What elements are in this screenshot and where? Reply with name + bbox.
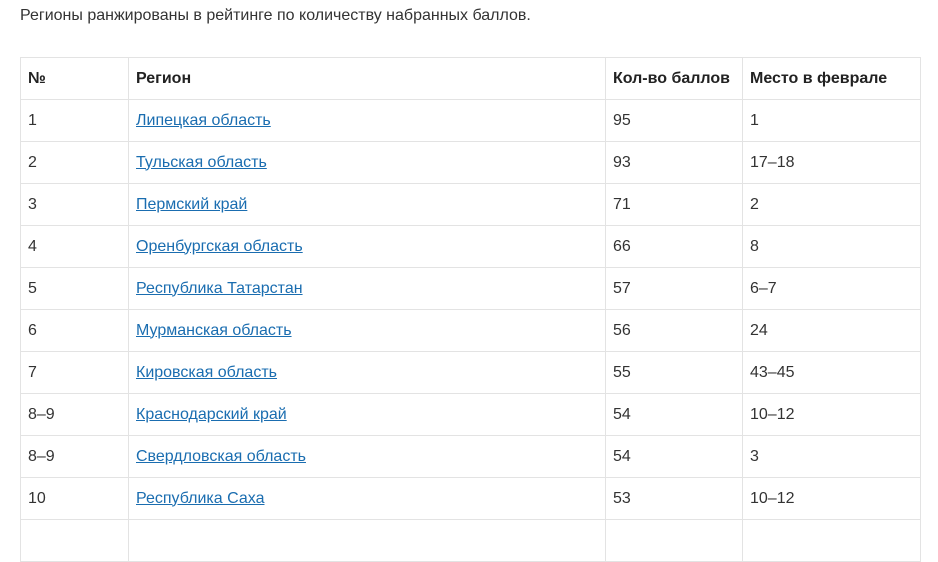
table-row: 8–9 Свердловская область 54 3	[20, 435, 921, 478]
region-link[interactable]: Свердловская область	[136, 447, 306, 465]
cell-num: 1	[20, 99, 129, 142]
cell-region: Пермский край	[128, 183, 606, 226]
header-region: Регион	[128, 57, 606, 100]
cell-place: 6–7	[742, 267, 921, 310]
table-row: 10 Республика Саха 53 10–12	[20, 477, 921, 520]
table-row: 6 Мурманская область 56 24	[20, 309, 921, 352]
region-link[interactable]: Пермский край	[136, 195, 248, 213]
cell-num: 8–9	[20, 435, 129, 478]
table-row: 4 Оренбургская область 66 8	[20, 225, 921, 268]
cell-region: Республика Саха	[128, 477, 606, 520]
table-body: 1 Липецкая область 95 1 2 Тульская облас…	[20, 99, 921, 562]
header-points: Кол-во баллов	[605, 57, 743, 100]
cell-place	[742, 519, 921, 562]
cell-region: Тульская область	[128, 141, 606, 184]
cell-num: 4	[20, 225, 129, 268]
region-link[interactable]: Республика Татарстан	[136, 279, 303, 297]
cell-region: Кировская область	[128, 351, 606, 394]
cell-points: 54	[605, 435, 743, 478]
table-row: 3 Пермский край 71 2	[20, 183, 921, 226]
cell-num: 3	[20, 183, 129, 226]
table-row: 5 Республика Татарстан 57 6–7	[20, 267, 921, 310]
table-row: 8–9 Краснодарский край 54 10–12	[20, 393, 921, 436]
cell-place: 2	[742, 183, 921, 226]
cell-points: 55	[605, 351, 743, 394]
regions-rating-table: № Регион Кол-во баллов Место в феврале 1…	[20, 57, 921, 562]
header-num: №	[20, 57, 129, 100]
intro-text: Регионы ранжированы в рейтинге по количе…	[20, 7, 531, 24]
cell-num	[20, 519, 129, 562]
cell-num: 8–9	[20, 393, 129, 436]
region-link[interactable]: Тульская область	[136, 153, 267, 171]
cell-points: 57	[605, 267, 743, 310]
table-header-row: № Регион Кол-во баллов Место в феврале	[20, 57, 921, 100]
table-row: 1 Липецкая область 95 1	[20, 99, 921, 142]
table-row-partial	[20, 519, 921, 562]
cell-region: Мурманская область	[128, 309, 606, 352]
cell-region: Свердловская область	[128, 435, 606, 478]
table-row: 2 Тульская область 93 17–18	[20, 141, 921, 184]
cell-region: Оренбургская область	[128, 225, 606, 268]
cell-points: 95	[605, 99, 743, 142]
cell-points: 93	[605, 141, 743, 184]
header-place: Место в феврале	[742, 57, 921, 100]
cell-place: 10–12	[742, 393, 921, 436]
cell-place: 3	[742, 435, 921, 478]
cell-region: Краснодарский край	[128, 393, 606, 436]
region-link[interactable]: Липецкая область	[136, 111, 271, 129]
cell-points	[605, 519, 743, 562]
region-link[interactable]: Кировская область	[136, 363, 277, 381]
cell-place: 1	[742, 99, 921, 142]
cell-num: 10	[20, 477, 129, 520]
cell-place: 43–45	[742, 351, 921, 394]
cell-num: 7	[20, 351, 129, 394]
cell-num: 5	[20, 267, 129, 310]
region-link[interactable]: Оренбургская область	[136, 237, 303, 255]
cell-points: 53	[605, 477, 743, 520]
cell-points: 66	[605, 225, 743, 268]
table-row: 7 Кировская область 55 43–45	[20, 351, 921, 394]
cell-region	[128, 519, 606, 562]
cell-num: 6	[20, 309, 129, 352]
region-link[interactable]: Краснодарский край	[136, 405, 287, 423]
cell-place: 8	[742, 225, 921, 268]
region-link[interactable]: Республика Саха	[136, 489, 265, 507]
cell-num: 2	[20, 141, 129, 184]
cell-points: 56	[605, 309, 743, 352]
cell-points: 54	[605, 393, 743, 436]
cell-place: 24	[742, 309, 921, 352]
cell-region: Республика Татарстан	[128, 267, 606, 310]
cell-points: 71	[605, 183, 743, 226]
region-link[interactable]: Мурманская область	[136, 321, 292, 339]
cell-place: 17–18	[742, 141, 921, 184]
cell-place: 10–12	[742, 477, 921, 520]
cell-region: Липецкая область	[128, 99, 606, 142]
